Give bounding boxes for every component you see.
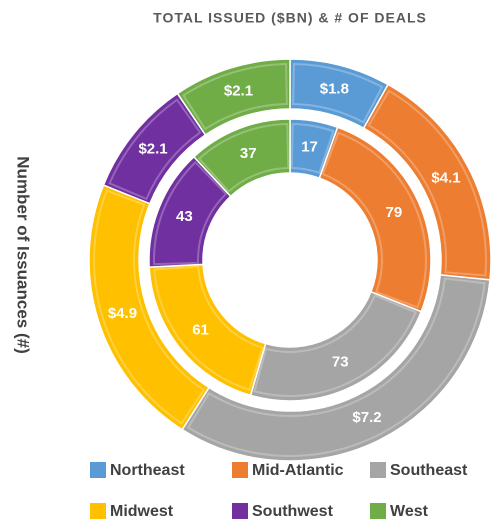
data-label: $1.8: [320, 81, 349, 98]
segment-bevel: [292, 63, 384, 124]
segment-bevel: [321, 131, 427, 309]
data-label: $2.1: [224, 83, 253, 100]
segment-bevel: [153, 265, 264, 392]
donut-segment: [192, 118, 291, 198]
donut-segment: [318, 126, 432, 313]
data-label: 43: [176, 208, 193, 225]
legend-swatch: [90, 503, 106, 519]
segment-bevel: [108, 98, 202, 201]
data-label: 73: [332, 353, 349, 370]
legend-swatch: [370, 503, 386, 519]
data-label: $4.1: [431, 170, 460, 187]
legend-label: Southeast: [390, 462, 468, 479]
data-label: $2.1: [138, 140, 167, 157]
segment-bevel: [367, 89, 487, 277]
data-label: $4.9: [108, 305, 137, 322]
data-label: 79: [385, 204, 402, 221]
data-label: 17: [301, 139, 318, 156]
legend-label: Northeast: [110, 462, 185, 479]
y-axis-label: Number of Issuances (#): [14, 156, 33, 353]
legend-swatch: [90, 462, 106, 478]
legend-swatch: [232, 503, 248, 519]
legend-label: Southwest: [252, 503, 334, 520]
segment-bevel: [186, 277, 486, 457]
segment-bevel: [93, 189, 206, 425]
segment-bevel: [153, 160, 228, 266]
legend-swatch: [370, 462, 386, 478]
segment-bevel: [182, 63, 288, 131]
segment-bevel: [290, 123, 335, 175]
data-label: 37: [240, 145, 257, 162]
chart-title: TOTAL ISSUED ($BN) & # OF DEALS: [153, 10, 427, 26]
segment-bevel: [253, 294, 417, 397]
legend-label: Midwest: [110, 503, 174, 520]
donut-segment: [249, 290, 423, 402]
legend-label: West: [390, 503, 429, 520]
data-label: 61: [192, 322, 209, 339]
data-label: $7.2: [352, 409, 381, 426]
legend-swatch: [232, 462, 248, 478]
legend-label: Mid-Atlantic: [252, 462, 344, 479]
segment-bevel: [197, 123, 290, 193]
donut-segment: [176, 58, 291, 136]
